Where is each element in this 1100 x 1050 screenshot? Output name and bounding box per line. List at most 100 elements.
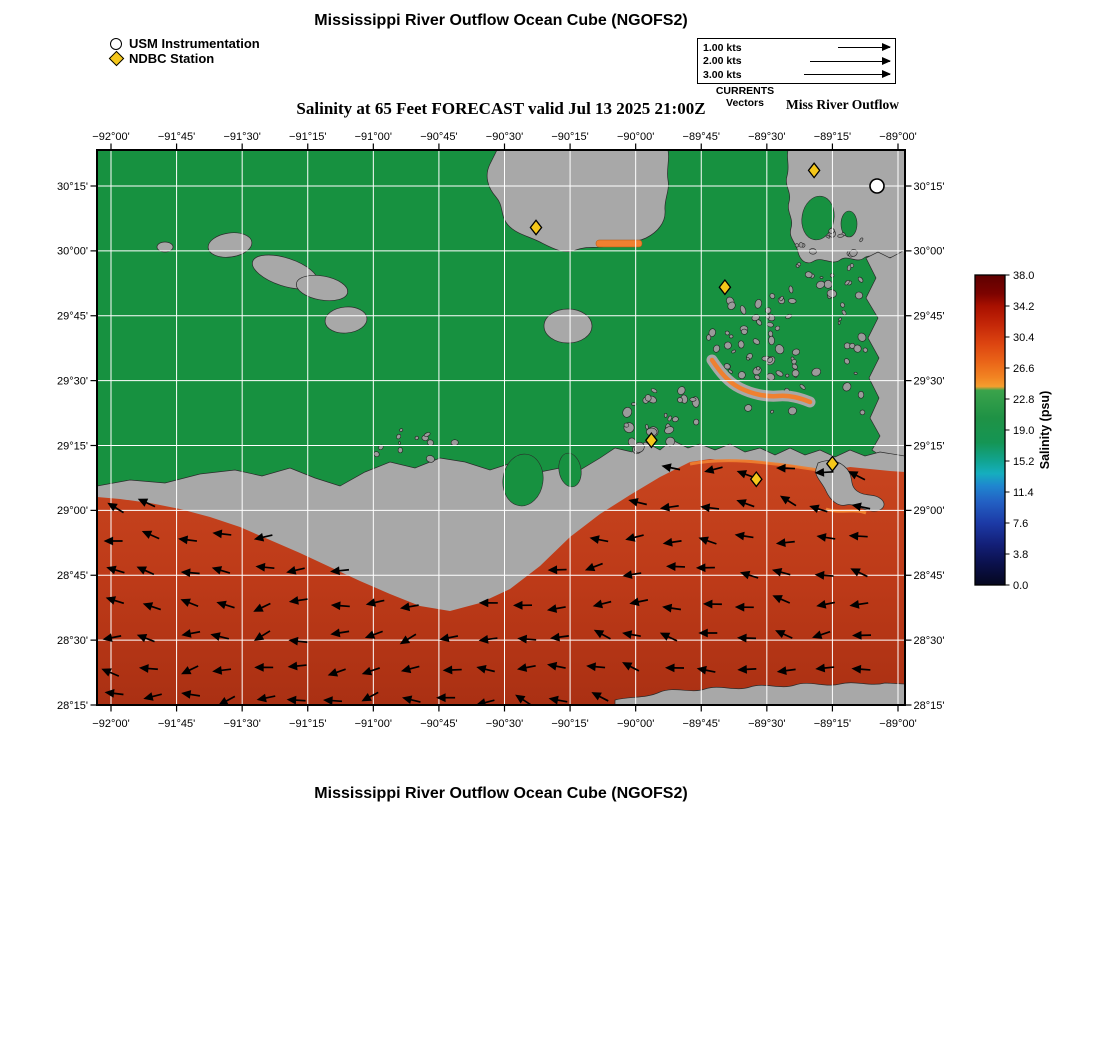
land-blob [295, 274, 349, 302]
vector-key-arrow-3-icon [804, 70, 891, 78]
svg-text:34.2: 34.2 [1013, 301, 1034, 313]
svg-text:−92°00': −92°00' [92, 718, 129, 730]
svg-text:29°15': 29°15' [914, 440, 945, 452]
land-right-column [865, 249, 905, 459]
ndbc-station-marker [644, 432, 658, 449]
water-patch [502, 453, 544, 507]
ndbc-station-marker [807, 162, 821, 179]
vector-key-arrow-1-icon [838, 43, 891, 51]
water-patch [801, 195, 835, 241]
ndbc-station-marker [529, 219, 543, 236]
current-vectors [101, 463, 872, 705]
svg-text:28°15': 28°15' [57, 700, 88, 712]
usm-circle-icon [110, 37, 122, 50]
colorbar-axis-label: Salinity (psu) [1038, 391, 1052, 469]
bottom-page-title: Mississippi River Outflow Ocean Cube (NG… [314, 785, 688, 802]
svg-text:38.0: 38.0 [1013, 270, 1034, 282]
svg-text:−89°00': −89°00' [879, 131, 916, 143]
svg-text:−90°15': −90°15' [551, 718, 588, 730]
svg-text:29°00': 29°00' [914, 505, 945, 517]
svg-text:29°30': 29°30' [914, 375, 945, 387]
gulf-high-salinity-water [97, 459, 905, 705]
vector-key-row-3: 3.00 kts [703, 68, 891, 81]
legend-ndbc-label: NDBC Station [129, 51, 215, 66]
svg-text:29°45': 29°45' [914, 311, 945, 323]
legend-ndbc-row: NDBC Station [108, 50, 260, 67]
ndbc-station-marker [718, 278, 732, 296]
low-salinity-sliver [595, 239, 643, 248]
svg-text:−90°00': −90°00' [617, 718, 654, 730]
svg-text:−91°15': −91°15' [289, 131, 326, 143]
svg-text:19.0: 19.0 [1013, 425, 1034, 437]
svg-text:3.8: 3.8 [1013, 549, 1028, 561]
svg-text:−91°45': −91°45' [158, 131, 195, 143]
svg-text:−89°45': −89°45' [683, 718, 720, 730]
svg-text:30°00': 30°00' [57, 246, 88, 258]
svg-text:26.6: 26.6 [1013, 363, 1034, 375]
svg-text:−92°00': −92°00' [92, 131, 129, 143]
svg-text:−90°15': −90°15' [551, 131, 588, 143]
svg-text:−89°15': −89°15' [814, 131, 851, 143]
svg-text:−91°45': −91°45' [158, 718, 195, 730]
svg-text:−91°00': −91°00' [355, 718, 392, 730]
vector-key-label-1: 1.00 kts [703, 41, 742, 54]
svg-text:−90°30': −90°30' [486, 131, 523, 143]
vector-key-arrow-2-icon [810, 56, 891, 65]
svg-text:0.0: 0.0 [1013, 580, 1028, 592]
ndbc-station-marker [825, 455, 839, 472]
svg-text:−89°30': −89°30' [748, 131, 785, 143]
river-plume [709, 357, 813, 405]
legend-usm-row: USM Instrumentation [110, 36, 260, 51]
svg-text:29°15': 29°15' [57, 440, 88, 452]
usm-instrument-marker [869, 178, 885, 194]
colorbar: 38.0 34.2 30.4 26.6 22.8 19.0 15.2 11.4 7.6 3.8 0.… [974, 270, 1052, 592]
land-blob [324, 306, 368, 334]
svg-text:29°45': 29°45' [57, 311, 88, 323]
svg-text:7.6: 7.6 [1013, 518, 1028, 530]
svg-text:30°15': 30°15' [57, 181, 88, 193]
map-region [97, 150, 905, 705]
svg-text:−89°30': −89°30' [748, 718, 785, 730]
miss-river-outflow-label: Miss River Outflow [786, 97, 899, 112]
svg-text:−89°00': −89°00' [879, 718, 916, 730]
svg-text:28°30': 28°30' [914, 635, 945, 647]
current-vector-key: 1.00 kts 2.00 kts 3.00 kts [697, 38, 896, 84]
svg-text:11.4: 11.4 [1013, 487, 1034, 499]
svg-text:−90°45': −90°45' [420, 718, 457, 730]
svg-text:28°45': 28°45' [57, 570, 88, 582]
svg-text:15.2: 15.2 [1013, 456, 1034, 468]
legend-usm-label: USM Instrumentation [129, 36, 260, 51]
page-title: Mississippi River Outflow Ocean Cube (NG… [314, 12, 688, 29]
svg-text:28°30': 28°30' [57, 635, 88, 647]
svg-text:−89°45': −89°45' [683, 131, 720, 143]
vector-key-row-2: 2.00 kts [703, 55, 891, 67]
svg-text:30.4: 30.4 [1013, 332, 1034, 344]
svg-text:22.8: 22.8 [1013, 394, 1034, 406]
svg-text:−90°00': −90°00' [617, 131, 654, 143]
plot-subtitle: Salinity at 65 Feet FORECAST valid Jul 1… [296, 99, 706, 118]
svg-text:29°00': 29°00' [57, 505, 88, 517]
vector-key-row-1: 1.00 kts [703, 41, 891, 54]
vector-key-label-2: 2.00 kts [703, 55, 742, 67]
svg-text:28°15': 28°15' [914, 700, 945, 712]
svg-text:−91°30': −91°30' [223, 718, 260, 730]
vector-key-label-3: 3.00 kts [703, 68, 742, 81]
station-markers [529, 162, 885, 488]
svg-text:28°45': 28°45' [914, 570, 945, 582]
land-blob [156, 241, 174, 253]
svg-text:−89°15': −89°15' [814, 718, 851, 730]
station-legend: USM Instrumentation NDBC Station [108, 36, 260, 67]
svg-text:−91°15': −91°15' [289, 718, 326, 730]
map-frame [96, 149, 906, 706]
svg-text:−90°45': −90°45' [420, 131, 457, 143]
svg-text:29°30': 29°30' [57, 375, 88, 387]
svg-text:30°00': 30°00' [914, 246, 945, 258]
land-blob [543, 308, 593, 344]
svg-text:30°15': 30°15' [914, 181, 945, 193]
svg-text:−91°00': −91°00' [355, 131, 392, 143]
axes: −92°00' −92°00' −91°45' −91°45' −91°30' −91°3… [57, 131, 944, 730]
nearshore-plume-fringe [689, 459, 834, 474]
vector-key-caption: CURRENTS Vectors [715, 85, 775, 109]
